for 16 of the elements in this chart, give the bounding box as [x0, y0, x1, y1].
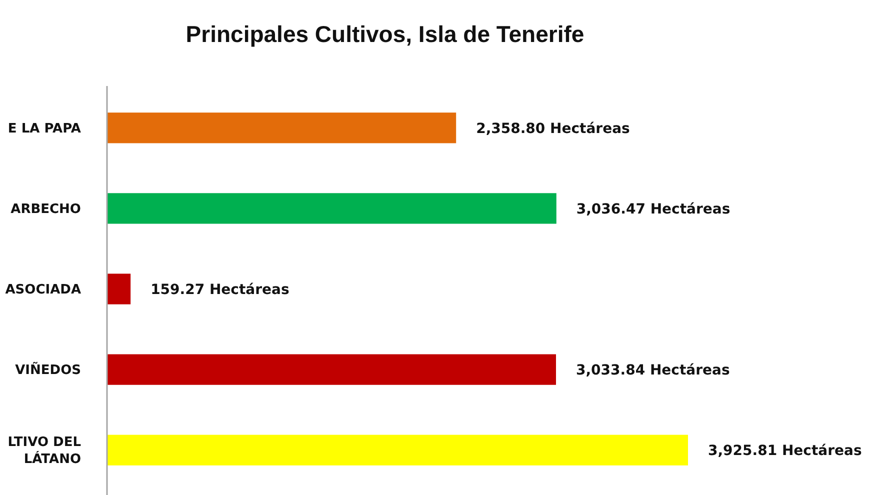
data-label: 3,033.84 Hectáreas: [576, 362, 730, 378]
bar: [107, 112, 456, 144]
y-tick-label: E LA PAPA: [8, 121, 81, 136]
y-tick-label: ARBECHO: [10, 202, 81, 217]
data-label: 3,036.47 Hectáreas: [576, 201, 730, 218]
chart-title: Principales Cultivos, Isla de Tenerife: [186, 21, 584, 47]
bar: [107, 193, 556, 224]
data-label: 159.27 Hectáreas: [150, 282, 290, 298]
y-tick-label: LTIVO DEL LÁTANO: [8, 435, 81, 468]
data-label: 2,358.80 Hectáreas: [476, 120, 630, 137]
bar: [107, 434, 688, 466]
y-tick-label: ASOCIADA: [5, 282, 81, 298]
data-label: 3,925.81 Hectáreas: [708, 443, 862, 460]
y-tick-label: VIÑEDOS: [15, 361, 81, 378]
bar: [107, 354, 556, 385]
bar: [107, 274, 131, 304]
